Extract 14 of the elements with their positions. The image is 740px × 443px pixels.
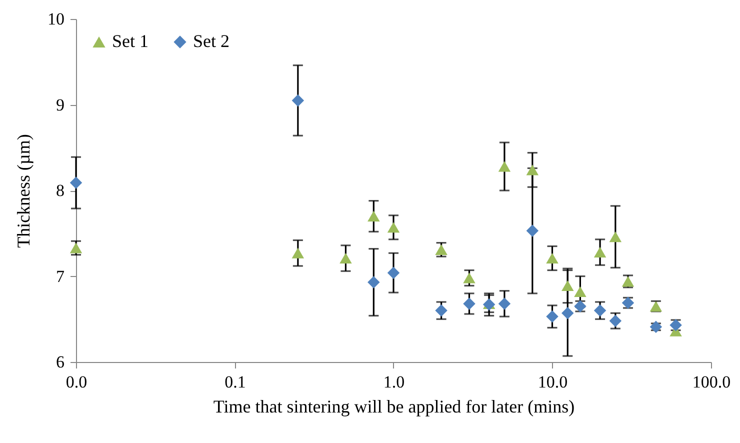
legend-label: Set 2 (193, 31, 230, 51)
y-axis-title: Thickness (µm) (14, 134, 34, 248)
x-tick-label: 100.0 (692, 372, 731, 392)
x-axis-title: Time that sintering will be applied for later (mins) (213, 396, 575, 416)
x-tick-label: 0.0 (66, 372, 88, 392)
y-tick-label: 8 (56, 181, 64, 200)
x-tick-label: 1.0 (383, 372, 405, 392)
y-tick-label: 7 (56, 266, 65, 286)
y-tick-label: 10 (48, 10, 64, 28)
y-tick-label: 9 (56, 95, 64, 114)
y-tick-label: 6 (56, 352, 64, 372)
x-tick-label: 0.1 (224, 372, 246, 392)
x-tick-label: 10.0 (538, 372, 568, 392)
legend-label: Set 1 (112, 31, 149, 51)
